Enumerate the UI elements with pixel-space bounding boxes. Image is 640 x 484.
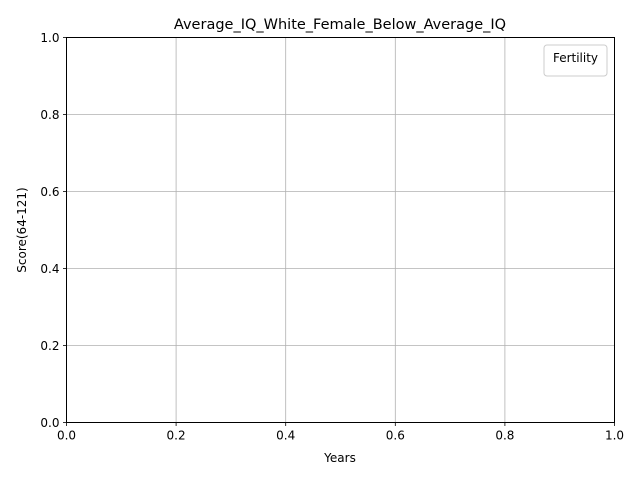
x-axis-ticks: 0.0 0.2 0.4 0.6 0.8 1.0: [57, 422, 624, 443]
x-tick-label: 0.6: [386, 429, 405, 443]
x-tick-label: 0.0: [57, 429, 76, 443]
legend-box: [543, 44, 608, 77]
chart-title: Average_IQ_White_Female_Below_Average_IQ: [174, 17, 506, 33]
x-axis-label: Years: [323, 451, 356, 465]
x-tick-label: 0.4: [276, 429, 295, 443]
plot-area-frame: [66, 37, 615, 423]
y-tick-label: 0.4: [40, 262, 59, 276]
y-tick-label: 0.6: [40, 185, 59, 199]
x-tick-label: 1.0: [605, 429, 624, 443]
x-tick-label: 0.2: [167, 429, 186, 443]
y-tick-label: 1.0: [40, 31, 59, 45]
grid-layer: [66, 37, 615, 423]
y-tick-label: 0.8: [40, 108, 59, 122]
y-axis-ticks: 0.0 0.2 0.4 0.6 0.8 1.0: [40, 31, 67, 430]
y-axis-label: Score(64-121): [15, 187, 29, 272]
y-tick-label: 0.2: [40, 339, 59, 353]
legend: Fertility: [543, 44, 608, 77]
legend-title: Fertility: [553, 51, 598, 65]
x-tick-label: 0.8: [495, 429, 514, 443]
y-tick-label: 0.0: [40, 416, 59, 430]
